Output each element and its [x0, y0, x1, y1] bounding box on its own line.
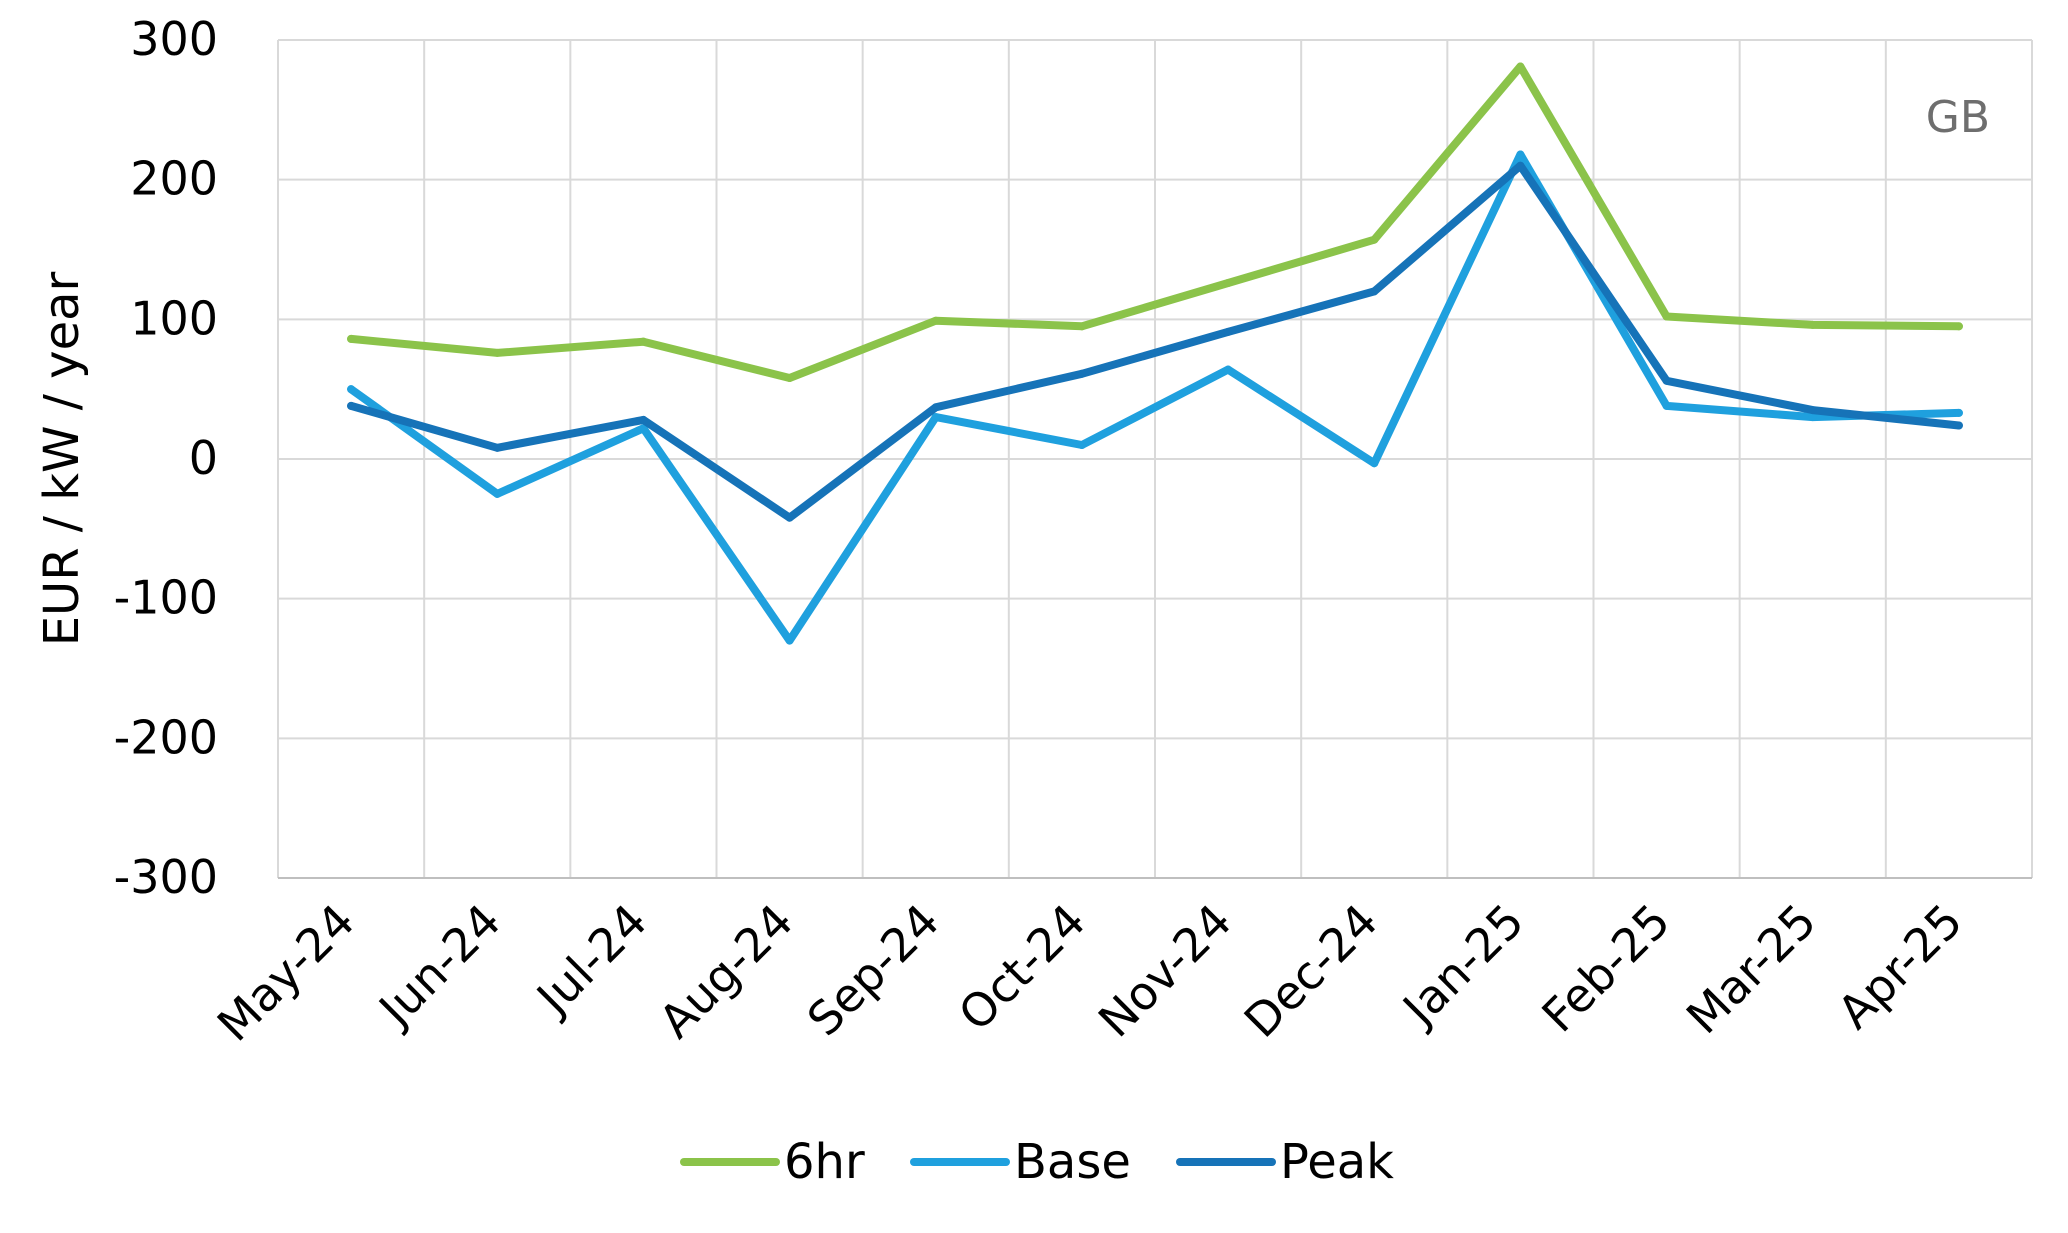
chart-annotation: GB	[1926, 92, 1990, 143]
data-point-base	[493, 489, 502, 498]
data-point-6hr	[1808, 320, 1817, 329]
data-point-base	[1370, 459, 1379, 468]
data-point-6hr	[931, 316, 940, 325]
data-point-base	[347, 385, 356, 394]
x-tick-label: Jul-24	[525, 894, 658, 1027]
x-tick-label: Jun-24	[367, 894, 511, 1038]
x-tick-label: Mar-25	[1676, 894, 1827, 1045]
y-tick-label: -300	[114, 850, 218, 904]
data-point-6hr	[1224, 279, 1233, 288]
data-point-base	[1077, 441, 1086, 450]
series-lines	[347, 62, 1963, 645]
x-tick-label: Jan-25	[1391, 894, 1535, 1038]
x-tick-label: Dec-24	[1234, 894, 1388, 1048]
data-point-6hr	[347, 334, 356, 343]
legend-label-base: Base	[1014, 1134, 1131, 1190]
data-point-6hr	[785, 373, 794, 382]
data-point-peak	[1662, 376, 1671, 385]
series-line-6hr	[347, 62, 1963, 382]
x-tick-label: Oct-24	[948, 894, 1096, 1042]
data-point-base	[1954, 408, 1963, 417]
x-tick-label: Nov-24	[1088, 894, 1242, 1048]
y-tick-label: -200	[114, 710, 218, 764]
x-tick-label: Sep-24	[797, 894, 950, 1047]
data-point-6hr	[1077, 322, 1086, 331]
legend-label-peak: Peak	[1280, 1134, 1394, 1190]
series-line-base	[347, 150, 1963, 645]
x-tick-label: Apr-25	[1827, 894, 1973, 1040]
legend-label-6hr: 6hr	[784, 1134, 865, 1190]
y-tick-label: 0	[189, 431, 218, 485]
data-point-peak	[785, 513, 794, 522]
y-axis-title: EUR / kW / year	[34, 271, 90, 646]
data-point-peak	[1370, 287, 1379, 296]
data-point-base	[1224, 365, 1233, 374]
y-tick-label: 200	[130, 152, 218, 206]
data-point-6hr	[639, 337, 648, 346]
x-tick-label: Aug-24	[649, 894, 804, 1049]
y-tick-label: 100	[130, 291, 218, 345]
data-point-base	[931, 413, 940, 422]
data-point-6hr	[1370, 235, 1379, 244]
data-point-base	[1662, 401, 1671, 410]
series-line-peak	[347, 161, 1963, 522]
data-point-peak	[639, 415, 648, 424]
data-point-peak	[493, 443, 502, 452]
data-point-base	[785, 636, 794, 645]
data-point-peak	[1516, 161, 1525, 170]
data-point-peak	[347, 401, 356, 410]
x-tick-label: May-24	[207, 894, 365, 1052]
legend: 6hr Base Peak	[680, 1134, 1394, 1190]
data-point-base	[1516, 150, 1525, 159]
data-point-peak	[1808, 406, 1817, 415]
data-point-6hr	[1954, 322, 1963, 331]
data-point-6hr	[1662, 312, 1671, 321]
y-tick-label: -100	[114, 571, 218, 625]
y-tick-label: 300	[130, 12, 218, 66]
data-point-6hr	[1516, 62, 1525, 71]
data-point-base	[1808, 413, 1817, 422]
data-point-peak	[1077, 369, 1086, 378]
gridlines	[277, 39, 2033, 878]
data-point-base	[639, 424, 648, 433]
x-tick-label: Feb-25	[1531, 894, 1680, 1043]
data-point-peak	[1224, 327, 1233, 336]
data-point-peak	[1954, 421, 1963, 430]
data-point-6hr	[493, 348, 502, 357]
data-point-peak	[931, 403, 940, 412]
